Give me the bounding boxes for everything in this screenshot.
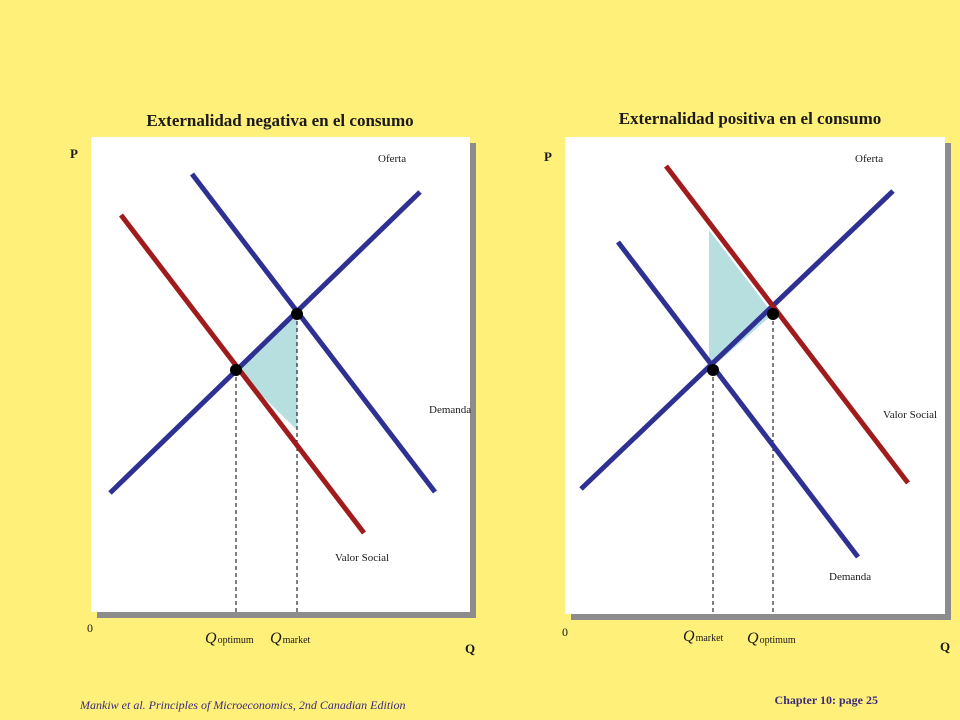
left-q-market-main: Q [270,630,282,647]
right-q-optimum-main: Q [747,630,759,647]
right-panel-background [565,137,945,614]
left-social-value-curve [119,213,366,535]
left-demand-curve [190,172,437,494]
right-panel-title: Externalidad positiva en el consumo [619,109,882,128]
footer-citation: Mankiw et al. Principles of Microeconomi… [80,698,406,712]
left-q-optimum-label: Qoptimum [205,630,254,647]
left-social-value-label: Valor Social [335,552,389,564]
right-q-market-main: Q [683,628,695,645]
right-supply-curve [579,189,895,491]
right-origin-label: 0 [562,625,568,639]
right-demand-label: Demanda [829,571,871,583]
left-q-market-label: Qmarket [270,630,311,647]
right-social-value-label: Valor Social [883,409,937,421]
left-supply-curve [108,190,422,495]
right-deadweight-loss-area [709,230,773,370]
right-p-axis-label: P [544,149,552,164]
left-q-market-sub: market [283,635,311,646]
right-social-value-curve [664,164,910,485]
left-deadweight-loss-area [236,314,297,430]
footer-chapter: Chapter 10: page 25 [774,693,878,707]
right-q-market-sub: market [696,633,724,644]
left-origin-label: 0 [87,621,93,635]
right-market-point [707,364,719,376]
left-q-optimum-main: Q [205,630,217,647]
right-q-optimum-sub: optimum [760,635,796,646]
right-q-market-label: Qmarket [683,628,724,645]
left-panel: Externalidad negativa en el consumo P Q … [70,111,476,656]
left-panel-title: Externalidad negativa en el consumo [146,111,413,130]
left-market-point [291,308,303,320]
left-supply-label: Oferta [378,153,406,165]
right-demand-curve [616,240,860,559]
right-supply-label: Oferta [855,153,883,165]
left-optimum-point [230,364,242,376]
left-p-axis-label: P [70,146,78,161]
left-q-optimum-sub: optimum [218,635,254,646]
left-demand-label: Demanda [429,404,471,416]
right-optimum-point [767,308,779,320]
right-panel: Externalidad positiva en el consumo P Q … [544,109,951,654]
right-q-optimum-label: Qoptimum [747,630,796,647]
right-q-axis-label: Q [940,639,950,654]
left-q-axis-label: Q [465,641,475,656]
